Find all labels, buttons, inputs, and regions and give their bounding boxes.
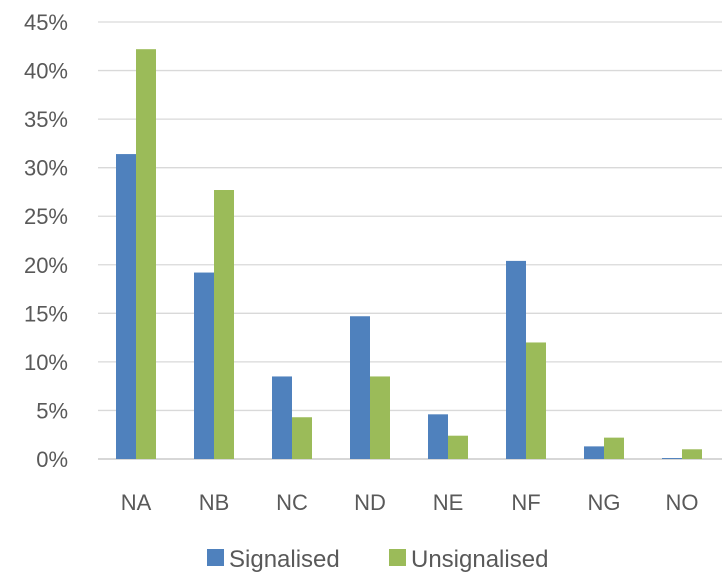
bar-signalised-nb (194, 273, 214, 459)
y-tick-label: 30% (24, 156, 68, 181)
x-tick-label: NO (666, 490, 699, 515)
bar-signalised-nc (272, 376, 292, 459)
bar-unsignalised-nd (370, 376, 390, 459)
legend-swatch (389, 549, 406, 566)
bar-unsignalised-nf (526, 342, 546, 459)
x-tick-label: ND (354, 490, 386, 515)
bar-signalised-nd (350, 316, 370, 459)
legend-label: Unsignalised (411, 546, 548, 573)
bar-signalised-ng (584, 446, 604, 459)
y-tick-label: 10% (24, 350, 68, 375)
bar-signalised-no (662, 458, 682, 459)
legend-label: Signalised (229, 546, 340, 573)
bar-unsignalised-no (682, 449, 702, 459)
bar-signalised-nf (506, 261, 526, 459)
x-tick-label: NF (511, 490, 540, 515)
legend-swatch (207, 549, 224, 566)
y-tick-label: 25% (24, 204, 68, 229)
x-tick-label: NG (588, 490, 621, 515)
y-tick-label: 0% (36, 447, 68, 472)
x-axis: NA NB NC ND NE NF NG NO (121, 490, 699, 515)
bars (116, 49, 702, 459)
y-tick-label: 35% (24, 107, 68, 132)
y-tick-label: 45% (24, 10, 68, 35)
x-tick-label: NB (199, 490, 230, 515)
bar-signalised-ne (428, 414, 448, 459)
y-tick-label: 15% (24, 301, 68, 326)
bar-unsignalised-nc (292, 417, 312, 459)
bar-unsignalised-nb (214, 190, 234, 459)
bar-unsignalised-na (136, 49, 156, 459)
x-tick-label: NE (433, 490, 464, 515)
bar-unsignalised-ng (604, 438, 624, 459)
x-tick-label: NC (276, 490, 308, 515)
gridlines (98, 22, 722, 459)
y-tick-label: 5% (36, 398, 68, 423)
y-tick-label: 20% (24, 253, 68, 278)
legend: Signalised Unsignalised (207, 546, 548, 573)
bar-unsignalised-ne (448, 436, 468, 459)
bar-signalised-na (116, 154, 136, 459)
y-axis: 0% 5% 10% 15% 20% 25% 30% 35% 40% 45% (24, 10, 68, 472)
y-tick-label: 40% (24, 59, 68, 84)
x-tick-label: NA (121, 490, 152, 515)
